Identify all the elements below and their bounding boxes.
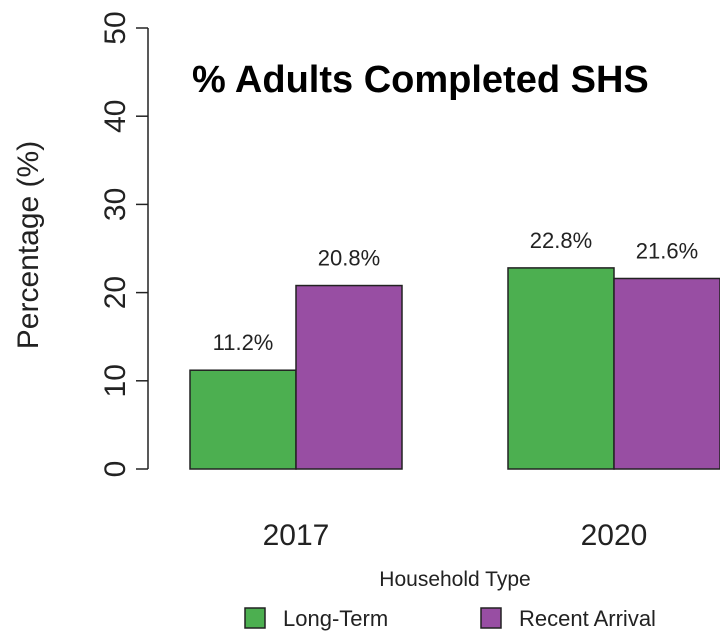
y-tick-label: 40 xyxy=(99,100,132,133)
data-label: 22.8% xyxy=(530,228,592,253)
y-tick-label: 50 xyxy=(99,11,132,44)
y-tick-label: 10 xyxy=(99,364,132,397)
category-label-2017: 2017 xyxy=(263,519,330,552)
y-tick-label: 20 xyxy=(99,276,132,309)
x-axis-label: Household Type xyxy=(379,568,530,591)
category-labels-group: 2017 2020 xyxy=(263,519,648,552)
y-axis-label: Percentage (%) xyxy=(12,141,45,349)
chart-title: % Adults Completed SHS xyxy=(192,59,649,101)
legend-swatch-long-term xyxy=(244,607,266,629)
y-axis: 0 10 20 30 40 50 xyxy=(99,11,149,478)
legend-swatch-recent-arrival xyxy=(480,607,502,629)
bars-group xyxy=(189,267,720,470)
data-label: 20.8% xyxy=(318,246,380,271)
bar-recent-arrival-2020 xyxy=(613,277,720,470)
y-tick-label: 0 xyxy=(99,461,132,478)
data-label: 21.6% xyxy=(636,238,698,263)
data-label: 11.2% xyxy=(213,330,274,355)
legend-label-recent-arrival: Recent Arrival xyxy=(519,606,656,631)
legend: Long-Term Recent Arrival xyxy=(244,606,656,631)
category-label-2020: 2020 xyxy=(581,519,648,552)
bar-long-term-2020 xyxy=(507,267,615,470)
data-labels-group: 11.2% 20.8% 22.8% 21.6% xyxy=(213,228,699,355)
bar-long-term-2017 xyxy=(189,369,297,470)
legend-label-long-term: Long-Term xyxy=(283,606,388,631)
bar-recent-arrival-2017 xyxy=(295,284,403,470)
y-tick-label: 30 xyxy=(99,188,132,221)
